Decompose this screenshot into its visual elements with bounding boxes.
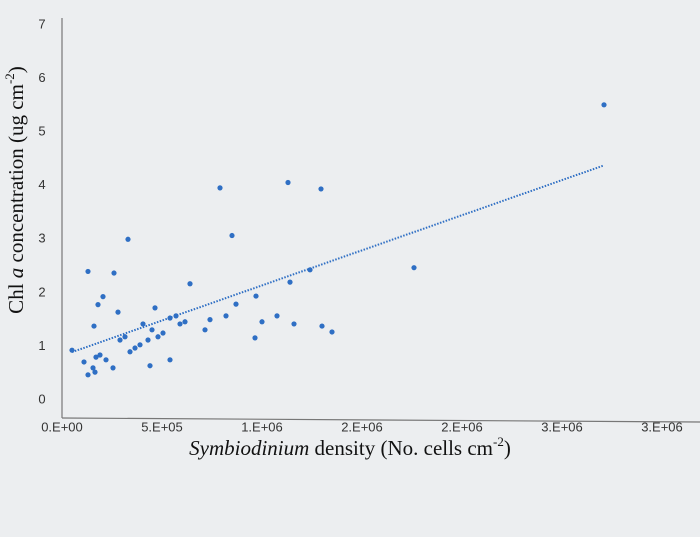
- point: [229, 232, 235, 239]
- x-tick-label: 3.E+06: [541, 419, 583, 434]
- x-label-part: Symbiodinium: [189, 436, 309, 460]
- point: [85, 268, 91, 275]
- y-tick-label: 6: [38, 70, 45, 85]
- point: [202, 327, 208, 333]
- point: [90, 365, 96, 371]
- point: [233, 301, 239, 307]
- point: [152, 305, 158, 311]
- point: [259, 319, 265, 325]
- point: [307, 267, 313, 273]
- point: [93, 354, 99, 360]
- point: [100, 294, 106, 300]
- point: [274, 313, 280, 319]
- point: [147, 363, 153, 369]
- x-axis: [61, 417, 700, 423]
- point: [285, 179, 291, 186]
- point: [110, 365, 116, 371]
- trendline: [71, 164, 605, 354]
- y-label-part: concentration (ug cm: [4, 84, 28, 268]
- point: [111, 270, 117, 276]
- x-tick-label: 3.E+06: [641, 419, 683, 434]
- point: [122, 334, 128, 340]
- y-tick-label: 4: [38, 177, 45, 192]
- point: [411, 265, 417, 271]
- point: [291, 321, 297, 327]
- y-tick-label: 2: [38, 284, 45, 299]
- point: [329, 329, 335, 335]
- y-label-part: ): [4, 66, 28, 73]
- x-tick-label: 0.E+00: [41, 419, 83, 434]
- point: [137, 342, 143, 348]
- point: [81, 359, 87, 365]
- point: [145, 337, 151, 343]
- point: [103, 357, 109, 363]
- point: [177, 321, 183, 327]
- x-tick-label: 2.E+06: [341, 419, 383, 434]
- y-tick-label: 0: [38, 391, 45, 406]
- point: [252, 335, 258, 341]
- point: [69, 347, 75, 353]
- point: [92, 369, 98, 375]
- point: [115, 309, 121, 315]
- point: [223, 313, 229, 319]
- point: [132, 345, 138, 351]
- point: [140, 321, 146, 327]
- point: [187, 281, 193, 287]
- point: [318, 186, 324, 192]
- point: [97, 352, 103, 358]
- point: [125, 236, 131, 242]
- y-tick-label: 5: [38, 124, 45, 139]
- y-tick-label: 3: [38, 231, 45, 246]
- point: [127, 349, 133, 355]
- x-tick-label: 2.E+06: [441, 419, 483, 434]
- point: [253, 293, 259, 299]
- y-label-part: Chl: [4, 278, 28, 314]
- x-tick-label: 5.E+05: [141, 419, 183, 434]
- x-label-part: ): [504, 436, 511, 460]
- point: [173, 313, 179, 319]
- point: [167, 315, 173, 321]
- point: [319, 323, 325, 329]
- point: [601, 102, 607, 108]
- x-label-part: -2: [493, 434, 504, 449]
- point: [207, 317, 213, 323]
- point: [217, 185, 223, 191]
- point: [149, 327, 155, 333]
- point: [160, 330, 166, 336]
- point: [287, 279, 293, 285]
- y-label-part: -2: [2, 73, 17, 84]
- point: [117, 337, 123, 343]
- y-label-part: a: [4, 268, 28, 279]
- point: [155, 334, 161, 340]
- y-axis-label: Chl a concentration (ug cm-2): [2, 66, 28, 314]
- x-tick-label: 1.E+06: [241, 419, 283, 434]
- y-tick-label: 7: [38, 16, 45, 31]
- x-label-part: density (No. cells cm: [309, 436, 493, 460]
- point: [85, 372, 91, 378]
- point: [91, 323, 97, 329]
- y-tick-label: 1: [38, 338, 45, 353]
- point: [95, 302, 101, 308]
- point: [167, 357, 173, 363]
- point: [182, 319, 188, 325]
- x-axis-label: Symbiodinium density (No. cells cm-2): [189, 434, 511, 460]
